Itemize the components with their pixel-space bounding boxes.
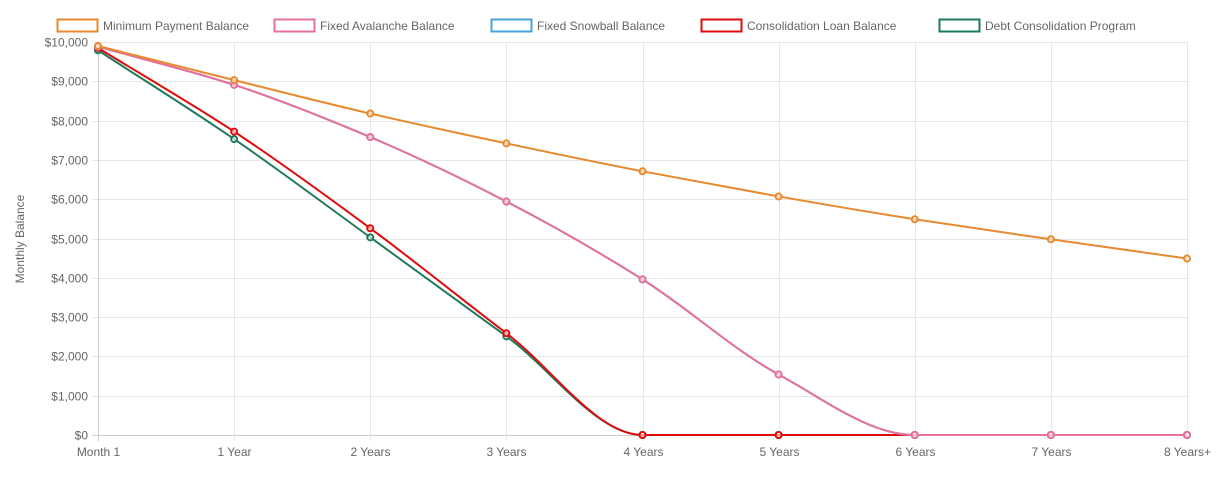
legend-swatch — [700, 18, 743, 33]
y-tick-label: $2,000 — [51, 350, 88, 364]
data-point — [774, 370, 783, 379]
data-point — [1183, 431, 1191, 439]
series-line — [97, 45, 1187, 437]
legend-swatch — [490, 18, 533, 33]
legend-label: Consolidation Loan Balance — [747, 19, 897, 33]
legend-label: Debt Consolidation Program — [985, 19, 1136, 33]
legend: Minimum Payment Balance Fixed Avalanche B… — [56, 18, 1136, 33]
data-point — [774, 431, 783, 439]
legend-item: Debt Consolidation Program — [938, 18, 1136, 33]
legend-label: Fixed Avalanche Balance — [320, 19, 455, 33]
legend-label: Minimum Payment Balance — [103, 19, 249, 33]
data-point — [502, 329, 511, 338]
legend-item: Consolidation Loan Balance — [700, 18, 897, 33]
axis-layer: $0 $1,000 $2,000 $3,000 $4,000 $5,000 $6,000 $7… — [45, 36, 1211, 460]
x-tick-label: 1 Year — [217, 445, 251, 459]
data-point — [638, 167, 647, 176]
data-point — [366, 109, 375, 118]
data-point — [230, 135, 239, 144]
legend-item: Minimum Payment Balance — [56, 18, 249, 33]
y-tick-label: $0 — [75, 429, 89, 443]
series-1 — [94, 42, 1191, 439]
legend-swatch — [56, 18, 99, 33]
series-line — [97, 45, 1187, 437]
legend-item: Fixed Snowball Balance — [490, 18, 665, 33]
series-0 — [94, 41, 1191, 263]
series-line — [97, 49, 1187, 437]
data-point — [366, 224, 375, 233]
data-point — [910, 431, 919, 439]
y-tick-label: $10,000 — [45, 36, 89, 50]
data-point — [502, 197, 511, 206]
series-2 — [94, 42, 1191, 439]
data-point — [366, 133, 375, 142]
data-point — [230, 127, 239, 136]
y-tick-label: $6,000 — [51, 193, 88, 207]
legend-item: Fixed Avalanche Balance — [273, 18, 455, 33]
y-tick-label: $8,000 — [51, 115, 88, 129]
x-tick-label: 6 Years — [895, 445, 935, 459]
data-point — [1046, 431, 1055, 439]
x-tick-label: Month 1 — [77, 445, 121, 459]
data-point — [94, 41, 102, 50]
y-tick-label: $5,000 — [51, 233, 88, 247]
y-axis-title: Monthly Balance — [13, 194, 27, 283]
y-tick-label: $9,000 — [51, 75, 88, 89]
data-point — [1046, 235, 1055, 244]
data-point — [1183, 254, 1191, 263]
x-tick-label: 3 Years — [486, 445, 526, 459]
series-3 — [94, 43, 1191, 439]
data-point — [230, 76, 239, 85]
x-tick-label: 7 Years — [1031, 445, 1071, 459]
x-tick-label: 8 Years+ — [1164, 445, 1211, 459]
y-tick-label: $3,000 — [51, 311, 88, 325]
grid-layer — [92, 42, 1188, 441]
y-tick-label: $4,000 — [51, 272, 88, 286]
data-point — [638, 275, 647, 284]
series-4 — [94, 46, 1191, 439]
series-line — [97, 44, 1188, 260]
legend-swatch — [273, 18, 316, 33]
x-tick-label: 2 Years — [350, 445, 390, 459]
data-point — [638, 431, 647, 439]
legend-swatch — [938, 18, 981, 33]
x-tick-label: 4 Years — [623, 445, 663, 459]
series-line — [97, 47, 1187, 437]
legend-label: Fixed Snowball Balance — [537, 19, 665, 33]
x-tick-label: 5 Years — [759, 445, 799, 459]
y-tick-label: $1,000 — [51, 390, 88, 404]
series-layer — [94, 41, 1191, 439]
data-point — [366, 233, 375, 242]
data-point — [774, 192, 783, 201]
data-point — [910, 215, 919, 224]
y-tick-label: $7,000 — [51, 154, 88, 168]
data-point — [502, 139, 511, 148]
